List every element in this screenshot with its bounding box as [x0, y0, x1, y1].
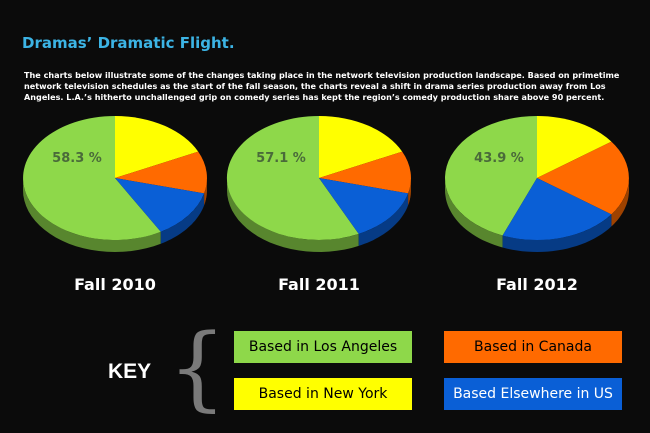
legend-canada: Based in Canada [444, 331, 622, 363]
pie-charts: 58.3 % 57.1 % 43.9 % [23, 115, 629, 252]
pie-slice [445, 116, 537, 236]
pie-slice [23, 116, 161, 240]
pie-side-wall [408, 178, 411, 206]
pie-side-wall [502, 214, 612, 252]
pie-slice [319, 116, 403, 178]
pie-slice [537, 116, 612, 178]
pie-slice [115, 116, 199, 178]
description-text: The charts below illustrate some of the … [24, 70, 620, 102]
pie-percent-label: 58.3 % [52, 151, 102, 166]
legend-label: Based in Los Angeles [248, 339, 398, 355]
pie-percent-label: 57.1 % [256, 151, 306, 166]
pie-title-2012: Fall 2012 [496, 275, 578, 294]
key-title: KEY [108, 360, 152, 383]
legend-label: Based in Canada [474, 339, 592, 355]
legend-new-york: Based in New York [234, 378, 412, 410]
pie-title-2011: Fall 2011 [278, 275, 360, 294]
legend-label: Based Elsewhere in US [453, 386, 613, 402]
pie-slice [226, 115, 359, 240]
pie-side-wall [204, 178, 207, 206]
pie-slice [115, 178, 205, 232]
page-title: Dramas’ Dramatic Flight. [22, 34, 235, 52]
pie-slice [319, 178, 409, 234]
pie-side-wall [23, 178, 161, 252]
pie-side-wall [227, 178, 359, 252]
pie-slice [319, 151, 411, 194]
pie-side-wall [358, 193, 409, 246]
pie-slice [502, 178, 612, 240]
pie-title-2010: Fall 2010 [74, 275, 156, 294]
legend-elsewhere-us: Based Elsewhere in US [444, 378, 622, 410]
pie-slice [537, 141, 629, 215]
pie-percent-label: 43.9 % [474, 151, 524, 166]
pie-side-wall [445, 178, 503, 248]
pie-side-wall [160, 193, 205, 244]
curly-brace-icon: { [168, 314, 227, 421]
legend-los-angeles: Based in Los Angeles [234, 331, 412, 363]
legend-label: Based in New York [258, 386, 388, 402]
pie-side-wall [611, 178, 629, 227]
pie-slice [115, 151, 207, 194]
